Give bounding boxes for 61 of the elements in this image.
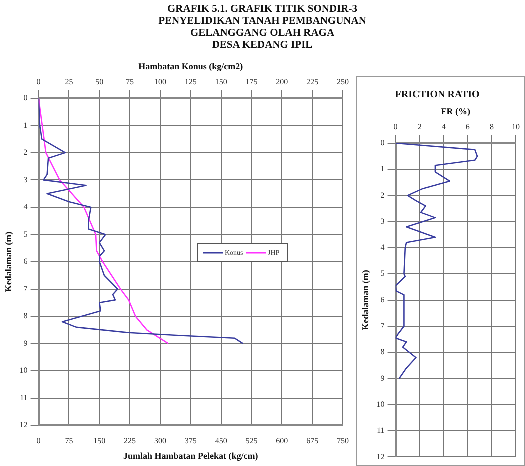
y-tick-label: 7 (24, 284, 28, 294)
x-tick-label: 4 (442, 122, 446, 132)
y-tick-label: 8 (380, 348, 385, 357)
y-tick-label: 12 (20, 420, 28, 430)
y-tick-label: 2 (24, 148, 28, 158)
x-tick-label: 10 (512, 122, 520, 132)
y-tick-label: 5 (24, 230, 28, 239)
x-tick-label: 0 (394, 122, 398, 132)
x2-tick-label: 200 (276, 78, 288, 87)
x2-axis-title: Hambatan Konus (kg/cm2) (138, 62, 244, 72)
y-tick-label: 6 (380, 295, 385, 304)
x2-tick-label: 50 (96, 78, 104, 87)
y-tick-label: 2 (380, 190, 385, 200)
y-tick-label: 5 (380, 269, 385, 278)
x2-tick-label: 125 (184, 78, 197, 87)
x2-tick-label: 175 (246, 78, 258, 87)
y-tick-label: 7 (380, 322, 385, 331)
x-tick-label: 525 (246, 436, 258, 446)
x-tick-label: 2 (418, 122, 422, 132)
y-tick-label: 4 (24, 202, 28, 212)
x-tick-label: 0 (36, 436, 41, 446)
y-tick-label: 11 (20, 393, 28, 402)
y-tick-label: 8 (24, 312, 28, 321)
chart-title: GRAFIK 5.1. GRAFIK TITIK SONDIR-3 PENYELIDIKAN TANAH PEMBANGUNAN GELANGGANG OLAH RAGA DESA KEDANG IPIL (158, 4, 368, 52)
y-tick-label: 12 (376, 452, 385, 462)
y-tick-label: 10 (376, 400, 385, 409)
x-tick-label: 150 (94, 436, 106, 446)
y-tick-label: 9 (24, 338, 28, 348)
y-tick-label: 6 (24, 257, 28, 266)
x-tick-label: 750 (337, 436, 349, 446)
x-tick-label: 675 (306, 436, 319, 446)
x-tick-label: 375 (184, 436, 197, 446)
y-axis-title: Kedalaman (m) (360, 270, 371, 330)
x2-tick-label: 100 (154, 78, 166, 87)
y-tick-label: 3 (380, 216, 385, 226)
x-tick-label: 600 (276, 436, 288, 446)
x-axis-title: Jumlah Hambatan Pelekat (kg/cm) (124, 450, 258, 461)
x2-tick-label: 150 (215, 78, 228, 87)
y-tick-label: 3 (24, 175, 28, 184)
y-tick-label: 11 (377, 426, 385, 436)
x-tick-label: 6 (466, 122, 470, 132)
chart-title: FRICTION RATIO (395, 90, 480, 101)
x2-tick-label: 250 (337, 78, 349, 87)
y-tick-label: 4 (380, 243, 385, 252)
x-axis-title: FR (%) (441, 106, 471, 117)
x2-tick-label: 25 (65, 78, 74, 87)
x-tick-label: 75 (65, 436, 74, 446)
y-axis-title: Kedalaman (m) (4, 232, 14, 292)
y-tick-label: 1 (24, 120, 28, 130)
x-tick-label: 8 (490, 122, 494, 132)
y-tick-label: 1 (380, 164, 385, 174)
x-tick-label: 450 (215, 436, 228, 446)
x2-tick-label: 0 (36, 78, 41, 87)
y-tick-label: 0 (24, 93, 28, 102)
y-tick-label: 0 (380, 138, 385, 148)
y-tick-label: 9 (380, 374, 385, 383)
x2-tick-label: 225 (306, 78, 319, 87)
y-tick-label: 10 (20, 366, 28, 376)
x-tick-label: 225 (124, 436, 136, 446)
x-tick-label: 300 (154, 436, 166, 446)
x2-tick-label: 75 (126, 78, 134, 87)
